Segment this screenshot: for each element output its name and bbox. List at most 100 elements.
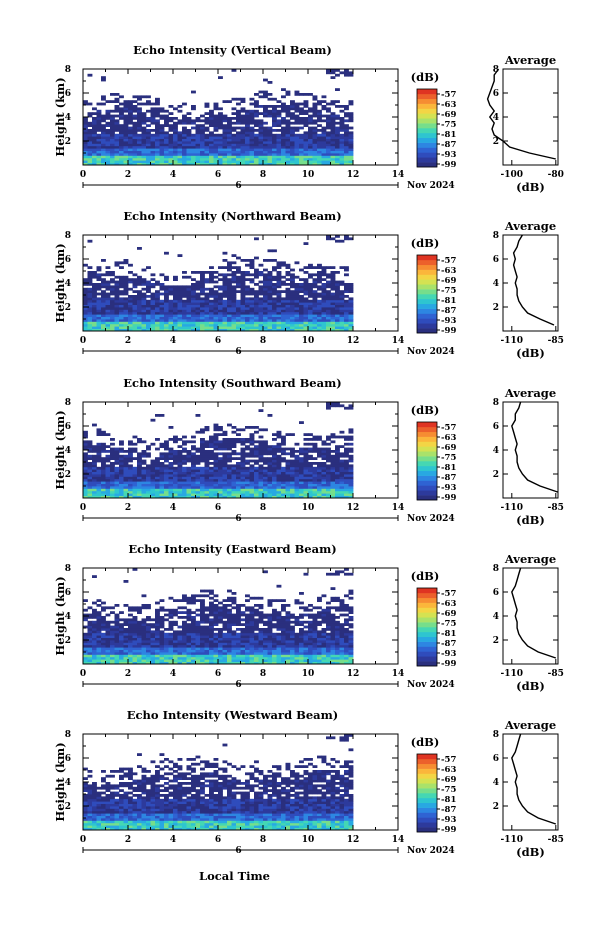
heatmap-cell	[114, 476, 120, 480]
heatmap-cell	[222, 160, 228, 163]
heatmap-cell	[101, 483, 106, 487]
heatmap-cell	[173, 124, 178, 127]
heatmap-cell	[290, 316, 295, 320]
heatmap-cell	[308, 469, 313, 472]
heatmap-cell	[182, 155, 187, 159]
heatmap-cell	[123, 157, 129, 161]
heatmap-cell	[213, 141, 219, 144]
heatmap-cell	[348, 71, 354, 75]
heatmap-cell	[132, 148, 138, 151]
heatmap-cell	[137, 454, 142, 458]
heatmap-cell	[263, 493, 268, 496]
heatmap-cell	[110, 302, 115, 305]
heatmap-cell	[227, 157, 232, 161]
heatmap-cell	[92, 309, 97, 313]
heatmap-cell	[92, 613, 97, 617]
heatmap-cell	[92, 307, 97, 310]
heatmap-cell	[150, 292, 156, 296]
heatmap-cell	[155, 141, 160, 144]
heatmap-cell	[132, 628, 138, 631]
heatmap-cell	[96, 476, 102, 480]
heatmap-cell	[186, 649, 192, 653]
heatmap-cell	[344, 447, 349, 451]
heatmap-cell	[254, 124, 259, 127]
heatmap-cell	[249, 160, 255, 163]
heatmap-cell	[141, 661, 147, 665]
heatmap-cell	[137, 647, 142, 650]
heatmap-cell	[299, 93, 304, 96]
heatmap-cell	[150, 150, 156, 154]
heatmap-cell	[330, 160, 336, 163]
heatmap-cell	[344, 268, 349, 272]
heatmap-cell	[182, 323, 187, 327]
heatmap-cell	[285, 493, 291, 496]
heatmap-cell	[258, 133, 264, 137]
heatmap-cell	[236, 157, 241, 161]
heatmap-cell	[294, 493, 300, 496]
heatmap-cell	[191, 278, 196, 281]
heatmap-cell	[119, 326, 124, 329]
heatmap-cell	[222, 141, 228, 144]
heatmap-cell	[263, 150, 268, 154]
heatmap-cell	[330, 457, 336, 460]
heatmap-cell	[254, 452, 259, 456]
heatmap-cell	[267, 153, 273, 156]
heatmap-cell	[186, 121, 192, 125]
heatmap-cell	[150, 309, 156, 313]
heatmap-cell	[177, 162, 183, 166]
date-label: Nov 2024	[407, 514, 455, 524]
heatmap-cell	[146, 454, 151, 458]
heatmap-cell	[285, 464, 291, 468]
heatmap-cell	[272, 148, 277, 151]
colorbar-swatch	[417, 98, 437, 104]
heatmap-cell	[276, 309, 282, 313]
heatmap-cell	[137, 476, 142, 480]
heatmap-cell	[249, 278, 255, 281]
heatmap-cell	[326, 476, 331, 480]
heatmap-cell	[335, 302, 340, 305]
heatmap-cell	[114, 307, 120, 310]
heatmap-cell	[141, 474, 147, 477]
heatmap-cell	[168, 126, 174, 130]
heatmap-cell	[92, 483, 97, 487]
heatmap-cell	[128, 302, 133, 305]
heatmap-cell	[312, 476, 318, 480]
heatmap-cell	[132, 640, 138, 643]
heatmap-cell	[276, 483, 282, 487]
heatmap-cell	[191, 292, 196, 296]
heatmap-cell	[267, 481, 273, 484]
heatmap-cell	[191, 466, 196, 470]
heatmap-cell	[299, 452, 304, 456]
colorbar-label: (dB)	[411, 403, 440, 417]
heatmap-cell	[317, 495, 322, 499]
heatmap-cell	[168, 495, 174, 499]
heatmap-cell	[173, 143, 178, 147]
heatmap-cell	[249, 153, 255, 156]
heatmap-cell	[110, 285, 115, 289]
heatmap-cell	[267, 326, 273, 329]
heatmap-cell	[281, 316, 286, 320]
heatmap-cell	[348, 100, 354, 103]
heatmap-cell	[159, 623, 165, 626]
heatmap-cell	[240, 155, 246, 159]
heatmap-cell	[294, 466, 300, 470]
heatmap-cell	[294, 261, 300, 265]
heatmap-cell	[281, 136, 286, 139]
heatmap-cell	[101, 283, 106, 286]
heatmap-cell	[92, 575, 97, 578]
heatmap-cell	[312, 445, 318, 448]
heatmap-cell	[285, 483, 291, 487]
heatmap-cell	[168, 476, 174, 480]
heatmap-cell	[200, 319, 205, 322]
heatmap-cell	[128, 640, 133, 643]
heatmap-cell	[240, 462, 246, 465]
heatmap-cell	[258, 287, 264, 291]
heatmap-cells	[83, 69, 354, 166]
heatmap-cell	[141, 644, 147, 648]
heatmap-cell	[231, 153, 237, 156]
heatmap-cell	[245, 488, 250, 492]
heatmap-cell	[344, 462, 349, 465]
heatmap-cell	[308, 157, 313, 161]
heatmap-cell	[195, 316, 201, 320]
heatmap-cell	[119, 447, 124, 451]
